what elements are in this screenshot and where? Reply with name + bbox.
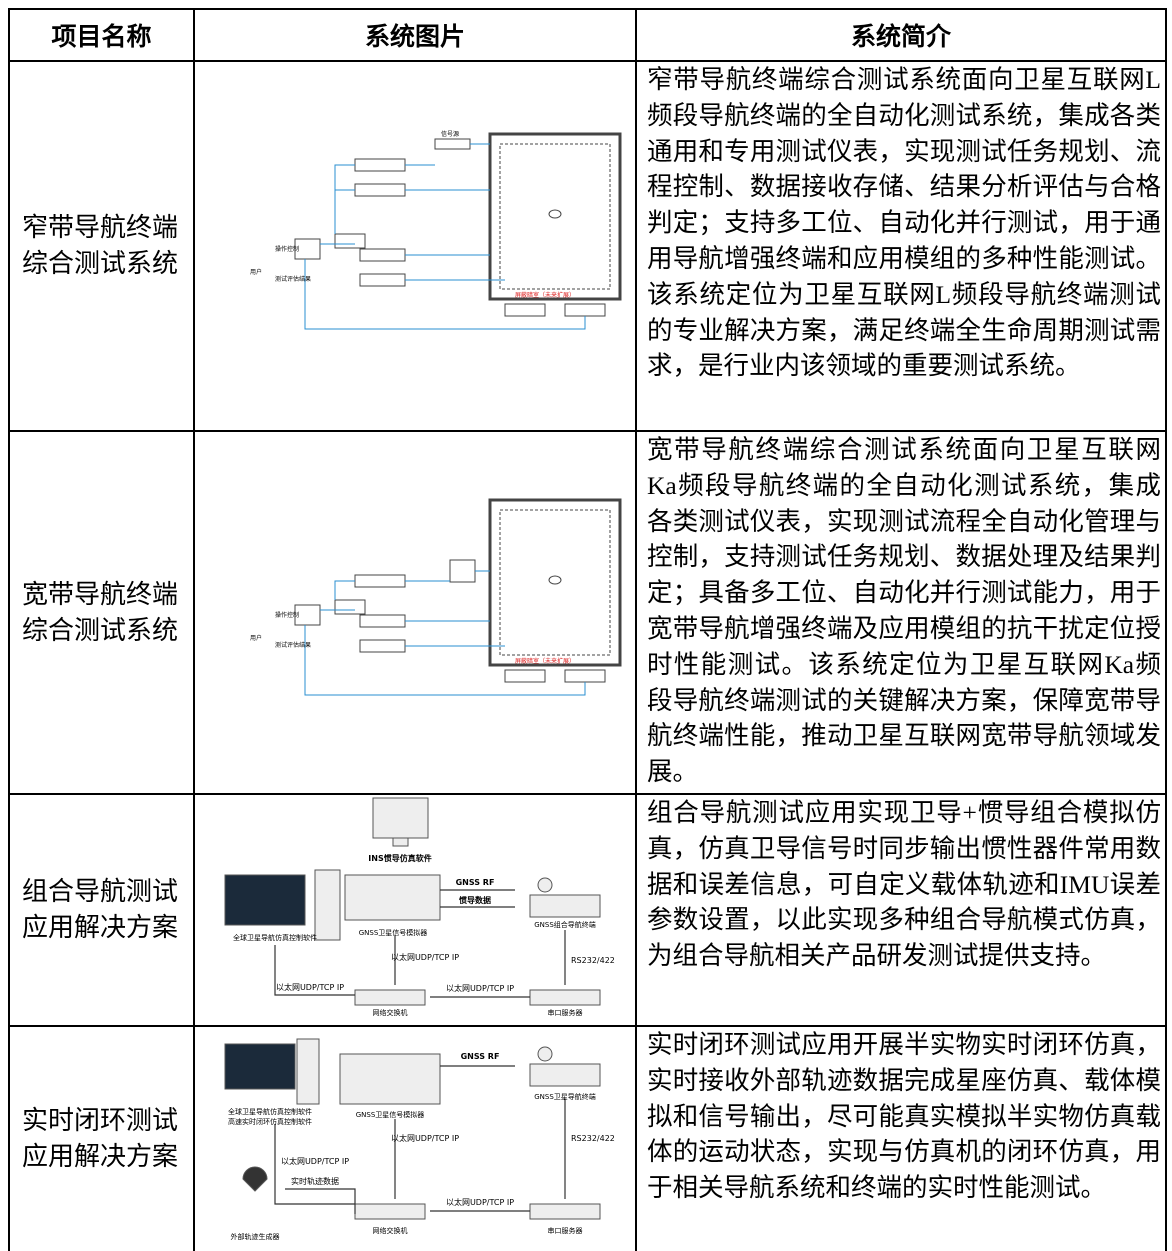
project-name: 组合导航测试应用解决方案 (8, 793, 195, 1027)
diagram-label: RS232/422/485 (571, 956, 615, 965)
info-table: 项目名称 系统图片 系统简介 窄带导航终端综合测试系统 用户 操作控制 测试评估… (8, 8, 1167, 1251)
picture-cell: INS惯导仿真软件 GNSS RF 惯导数据 全球卫星导航仿真控制软件 GNSS… (193, 793, 637, 1027)
diagram-label: 以太网UDP/TCP IP (281, 1156, 349, 1166)
diagram-label: 测试评估结果 (275, 641, 311, 649)
header: 系统图片 (193, 8, 637, 62)
diagram-label: 以太网UDP/TCP IP (391, 1133, 459, 1143)
diagram-label: 网络交换机 (373, 1226, 408, 1235)
header: 系统简介 (635, 8, 1167, 62)
diagram-label: GNSS RF (456, 878, 495, 887)
diagram-label: 操作控制 (275, 245, 299, 253)
diagram-label: 屏蔽暗室（未来扩展） (515, 657, 575, 665)
diagram-label: 全球卫星导航仿真控制软件 (233, 933, 317, 942)
diagram-label: 以太网UDP/TCP IP (446, 1197, 514, 1207)
diagram-label: GNSS RF (461, 1052, 500, 1061)
description: 实时闭环测试应用开展半实物实时闭环仿真，实时接收外部轨迹数据完成星座仿真、载体模… (635, 1025, 1167, 1251)
diagram-label: 操作控制 (275, 611, 299, 619)
diagram-label: 以太网UDP/TCP IP (276, 982, 344, 992)
diagram-label: RS232/422/485 (571, 1134, 615, 1143)
picture-cell: GNSS RF 全球卫星导航仿真控制软件 高速实时闭环仿真控制软件 GNSS卫星… (193, 1025, 637, 1251)
diagram-label: INS惯导仿真软件 (368, 853, 431, 863)
diagram-label: GNSS卫星信号模拟器 (356, 1110, 425, 1119)
description: 组合导航测试应用实现卫导+惯导组合模拟仿真，仿真卫导信号时同步输出惯性器件常用数… (635, 793, 1167, 1027)
diagram-label: 信号源 (441, 130, 459, 138)
diagram-label: 全球卫星导航仿真控制软件 (228, 1107, 312, 1116)
picture-cell: 用户 操作控制 测试评估结果 信号源 屏蔽暗室（未来扩展） (193, 60, 637, 432)
project-name: 宽带导航终端综合测试系统 (8, 430, 195, 795)
diagram-label: 测试评估结果 (275, 275, 311, 283)
diagram: 用户 操作控制 测试评估结果 信号源 屏蔽暗室（未来扩展） (250, 130, 622, 329)
picture-cell: 用户 操作控制 测试评估结果 屏蔽暗室（未来扩展） (193, 430, 637, 795)
diagram-label: GNSS卫星信号模拟器 (359, 928, 428, 937)
diagram-label: 屏蔽暗室（未来扩展） (515, 291, 575, 299)
diagram-label: 网络交换机 (373, 1008, 408, 1017)
diagram-label: 惯导数据 (459, 895, 491, 905)
diagram-label: 用户 (250, 634, 262, 642)
description: 窄带导航终端综合测试系统面向卫星互联网L频段导航终端的全自动化测试系统，集成各类… (635, 60, 1167, 432)
diagram-label: 外部轨迹生成器 (231, 1232, 280, 1241)
diagram-label: 用户 (250, 268, 262, 276)
project-name: 窄带导航终端综合测试系统 (8, 60, 195, 432)
diagram-label: 串口服务器 (548, 1226, 583, 1235)
diagram: 用户 操作控制 测试评估结果 屏蔽暗室（未来扩展） (250, 498, 622, 696)
diagram-label: 实时轨迹数据 (291, 1176, 339, 1186)
diagram: GNSS RF 全球卫星导航仿真控制软件 高速实时闭环仿真控制软件 GNSS卫星… (224, 1038, 633, 1241)
diagram-label: GNSS卫星导航终端 (534, 1092, 596, 1101)
diagram: INS惯导仿真软件 GNSS RF 惯导数据 全球卫星导航仿真控制软件 GNSS… (224, 797, 633, 1017)
diagram-label: 串口服务器 (548, 1008, 583, 1017)
project-name: 实时闭环测试应用解决方案 (8, 1025, 195, 1251)
description: 宽带导航终端综合测试系统面向卫星互联网Ka频段导航终端的全自动化测试系统，集成各… (635, 430, 1167, 795)
diagram-label: 以太网UDP/TCP IP (391, 952, 459, 962)
diagram-label: GNSS组合导航终端 (534, 920, 596, 929)
diagram-label: 以太网UDP/TCP IP (446, 983, 514, 993)
diagram-label: 高速实时闭环仿真控制软件 (228, 1117, 312, 1126)
header: 项目名称 (8, 8, 195, 62)
